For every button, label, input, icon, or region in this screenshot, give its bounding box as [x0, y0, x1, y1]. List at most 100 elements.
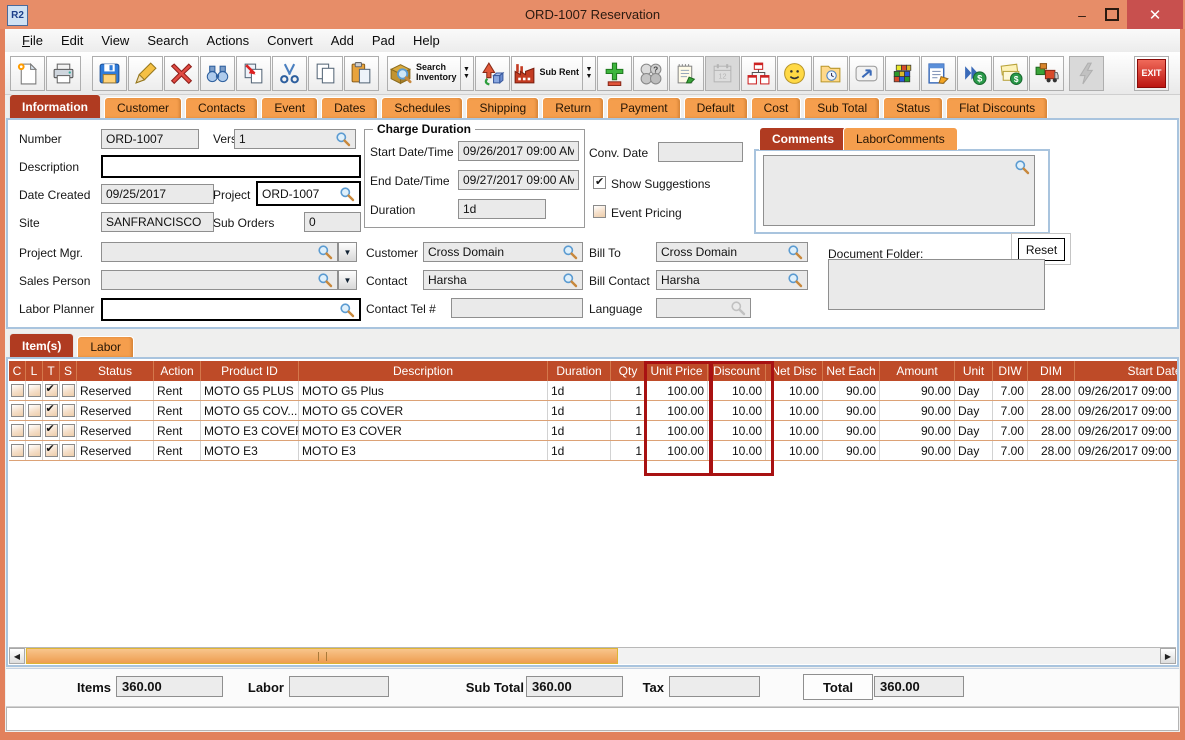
cell-description[interactable]: MOTO E3 COVER [299, 421, 548, 440]
checkbox-l[interactable] [27, 424, 41, 437]
checkbox-t[interactable] [44, 382, 58, 397]
cell-net_disc[interactable]: 10.00 [766, 441, 823, 460]
cell-discount[interactable]: 10.00 [708, 421, 766, 440]
col-header-description[interactable]: Description [299, 361, 548, 381]
col-header-discount[interactable]: Discount [708, 361, 766, 381]
cell-product_id[interactable]: MOTO E3 [201, 441, 299, 460]
cell-dim[interactable]: 28.00 [1028, 441, 1075, 460]
delete-button[interactable] [164, 55, 199, 91]
cell-discount[interactable]: 10.00 [708, 401, 766, 420]
edit-button[interactable] [128, 55, 163, 91]
cell-t[interactable] [43, 401, 60, 420]
col-header-action[interactable]: Action [154, 361, 201, 381]
col-header-duration[interactable]: Duration [548, 361, 611, 381]
tab-labor[interactable]: Labor [77, 336, 135, 357]
col-header-dim[interactable]: DIM [1028, 361, 1075, 381]
cell-dim[interactable]: 28.00 [1028, 421, 1075, 440]
new-document-button[interactable] [10, 55, 45, 91]
bill-contact-field[interactable]: Harsha [656, 270, 808, 290]
cell-net_disc[interactable]: 10.00 [766, 401, 823, 420]
search-icon[interactable] [339, 186, 355, 202]
checkbox-c[interactable] [10, 424, 24, 437]
checkbox-c[interactable] [10, 444, 24, 457]
tab-return[interactable]: Return [542, 97, 605, 118]
col-header-unit[interactable]: Unit [955, 361, 993, 381]
cell-action[interactable]: Rent [154, 441, 201, 460]
cell-duration[interactable]: 1d [548, 381, 611, 400]
search-icon[interactable] [562, 272, 578, 288]
document-folder-field[interactable] [828, 259, 1045, 310]
cell-t[interactable] [43, 441, 60, 460]
org-chart-button[interactable] [741, 55, 777, 91]
tab-event[interactable]: Event [261, 97, 319, 118]
checkbox-s[interactable] [61, 444, 75, 457]
export-copy-button[interactable] [236, 55, 271, 91]
cell-s[interactable] [60, 381, 77, 400]
col-header-qty[interactable]: Qty [611, 361, 646, 381]
cell-net_disc[interactable]: 10.00 [766, 381, 823, 400]
cell-amount[interactable]: 90.00 [880, 381, 955, 400]
description-field[interactable] [101, 155, 361, 178]
cell-diw[interactable]: 7.00 [993, 421, 1028, 440]
cell-qty[interactable]: 1 [611, 401, 646, 420]
tab-sub-total[interactable]: Sub Total [804, 97, 881, 118]
checkbox-l[interactable] [27, 404, 41, 417]
col-header-c[interactable]: C [9, 361, 26, 381]
sales-person-field[interactable] [101, 270, 338, 290]
bill-to-field[interactable]: Cross Domain [656, 242, 808, 262]
cell-l[interactable] [26, 421, 43, 440]
cell-action[interactable]: Rent [154, 381, 201, 400]
cell-amount[interactable]: 90.00 [880, 401, 955, 420]
cell-net_each[interactable]: 90.00 [823, 441, 880, 460]
cell-start_date[interactable]: 09/26/2017 09:00 [1075, 421, 1177, 440]
cell-qty[interactable]: 1 [611, 421, 646, 440]
find-button[interactable] [200, 55, 235, 91]
checkbox-l[interactable] [27, 384, 41, 397]
exit-button[interactable]: EXIT [1134, 55, 1169, 91]
cell-qty[interactable]: 1 [611, 381, 646, 400]
sales-person-dropdown-button[interactable]: ▼ [338, 270, 357, 290]
project-field[interactable]: ORD-1007 [256, 181, 361, 206]
menu-search[interactable]: Search [147, 33, 189, 48]
cell-c[interactable] [9, 381, 26, 400]
search-icon[interactable] [335, 131, 351, 147]
cell-t[interactable] [43, 381, 60, 400]
tab-default[interactable]: Default [683, 97, 748, 118]
print-button[interactable] [46, 55, 81, 91]
menu-file[interactable]: File [22, 33, 43, 48]
close-icon[interactable]: ✕ [1127, 0, 1183, 29]
search-icon[interactable] [317, 272, 333, 288]
search-icon[interactable] [787, 272, 803, 288]
customer-field[interactable]: Cross Domain [423, 242, 583, 262]
event-pricing-checkbox[interactable] [593, 205, 606, 218]
checkbox-c[interactable] [10, 404, 24, 417]
shapes-button[interactable] [474, 55, 510, 91]
col-header-amount[interactable]: Amount [880, 361, 955, 381]
show-suggestions-checkbox[interactable] [593, 175, 606, 189]
checkbox-c[interactable] [10, 384, 24, 397]
cell-dim[interactable]: 28.00 [1028, 401, 1075, 420]
scrollbar-thumb[interactable] [26, 648, 618, 664]
tab-customer[interactable]: Customer [104, 97, 183, 118]
cubes-button[interactable] [885, 55, 921, 91]
contact-tel-field[interactable] [451, 298, 583, 318]
cell-net_each[interactable]: 90.00 [823, 401, 880, 420]
cell-net_disc[interactable]: 10.00 [766, 421, 823, 440]
cell-unit_price[interactable]: 100.00 [646, 401, 708, 420]
col-header-product-id[interactable]: Product ID [201, 361, 299, 381]
copy-button[interactable] [308, 55, 343, 91]
col-header-diw[interactable]: DIW [993, 361, 1028, 381]
cell-diw[interactable]: 7.00 [993, 441, 1028, 460]
tab-cost[interactable]: Cost [750, 97, 802, 118]
cell-unit[interactable]: Day [955, 381, 993, 400]
cell-s[interactable] [60, 441, 77, 460]
checkbox-l[interactable] [27, 444, 41, 457]
checkbox-s[interactable] [61, 404, 75, 417]
search-icon[interactable] [787, 244, 803, 260]
menu-edit[interactable]: Edit [60, 33, 84, 48]
maximize-icon[interactable] [1097, 0, 1127, 29]
smiley-button[interactable] [777, 55, 813, 91]
cell-unit[interactable]: Day [955, 401, 993, 420]
cell-dim[interactable]: 28.00 [1028, 381, 1075, 400]
